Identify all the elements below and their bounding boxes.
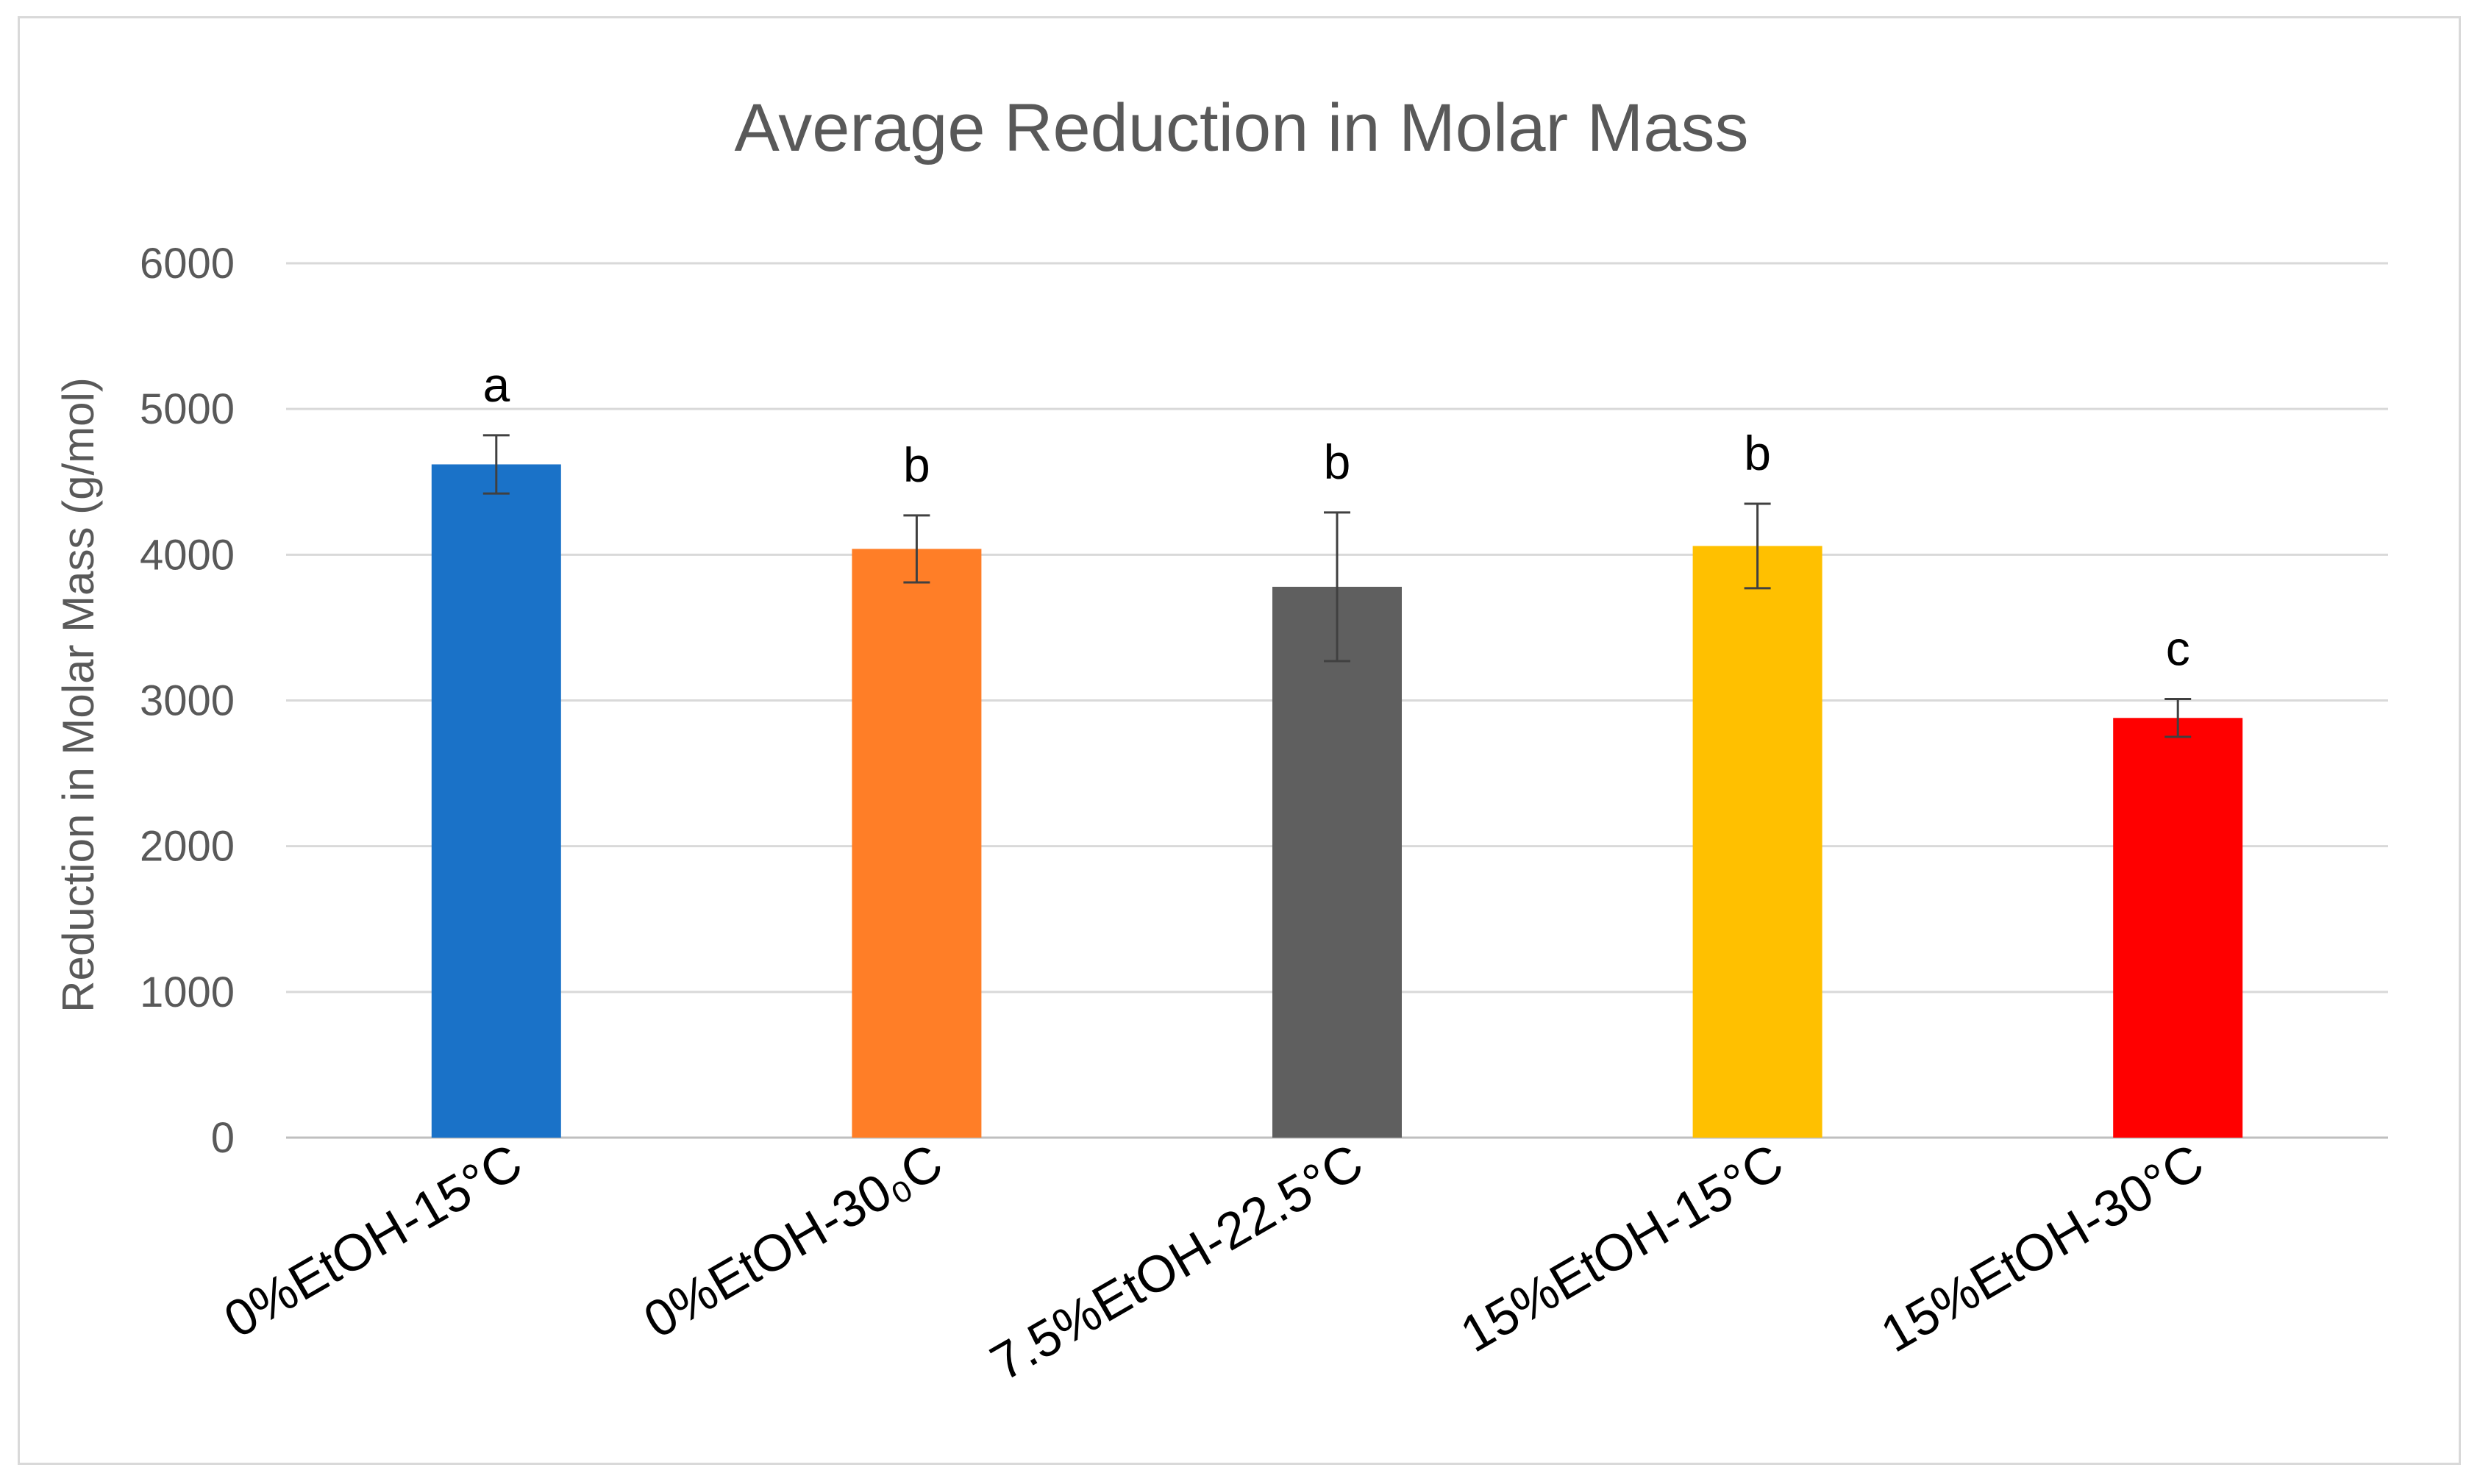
x-tick-label: 7.5%EtOH-22.5°C xyxy=(981,1132,1372,1391)
significance-label: b xyxy=(1744,426,1771,480)
y-tick-label: 3000 xyxy=(140,677,235,725)
bars xyxy=(431,464,2243,1138)
y-tick-label: 5000 xyxy=(140,385,235,433)
bar xyxy=(431,464,561,1138)
x-tick-label: 0%EtOH-15°C xyxy=(215,1132,531,1349)
y-tick-label: 0 xyxy=(211,1114,235,1162)
significance-label: a xyxy=(482,357,510,412)
y-tick-label: 1000 xyxy=(140,968,235,1016)
significance-label: b xyxy=(1324,435,1351,489)
bar xyxy=(1692,546,1822,1138)
y-axis-ticks: 0 1000 2000 3000 4000 5000 6000 xyxy=(140,240,235,1162)
bar xyxy=(1272,586,1402,1138)
significance-label: b xyxy=(903,438,930,492)
error-bars xyxy=(482,434,2192,738)
y-axis-label: Reduction in Molar Mass (g/mol) xyxy=(54,377,103,1013)
y-tick-label: 2000 xyxy=(140,823,235,871)
x-tick-label: 0%EtOH-30₀C xyxy=(635,1132,952,1349)
y-tick-label: 4000 xyxy=(140,531,235,579)
significance-labels: a b b b c xyxy=(482,357,2189,676)
x-axis-ticks: 0%EtOH-15°C 0%EtOH-30₀C 7.5%EtOH-22.5°C 15%… xyxy=(215,1132,2213,1391)
chart-title: Average Reduction in Molar Mass xyxy=(735,90,1749,165)
significance-label: c xyxy=(2166,621,2190,676)
x-tick-label: 15%EtOH-15°C xyxy=(1451,1132,1792,1363)
y-tick-label: 6000 xyxy=(140,240,235,288)
bar-chart: Average Reduction in Molar Mass Reductio… xyxy=(54,90,2388,1391)
bar xyxy=(2113,718,2243,1138)
x-tick-label: 15%EtOH-30°C xyxy=(1872,1132,2213,1363)
bar xyxy=(852,549,982,1138)
chart-frame: Average Reduction in Molar Mass Reductio… xyxy=(18,16,2461,1465)
